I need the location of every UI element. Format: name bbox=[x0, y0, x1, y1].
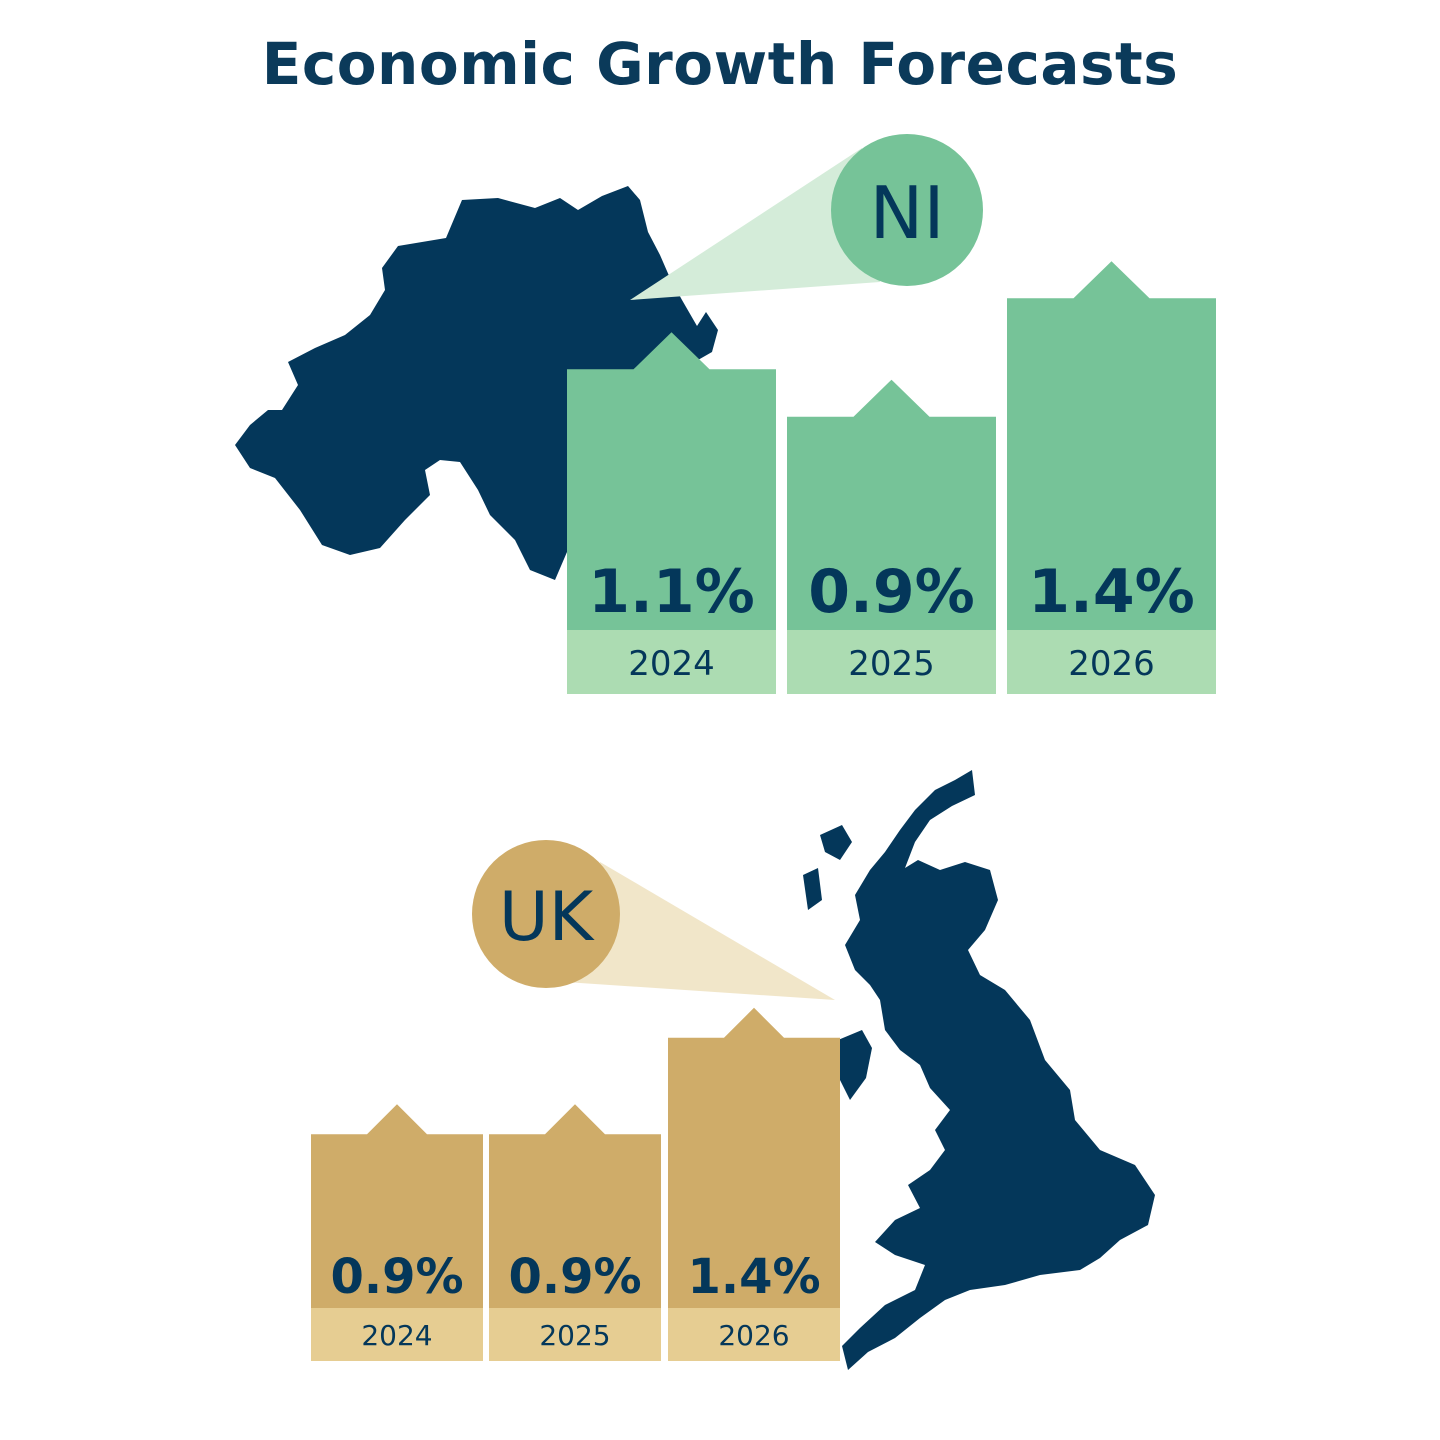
uk-year-label-2026: 2026 bbox=[718, 1319, 789, 1352]
ni-value-label-2025: 0.9% bbox=[808, 557, 974, 627]
ni-year-label-2026: 2026 bbox=[1068, 644, 1155, 684]
uk-ni-fragment bbox=[838, 1030, 872, 1100]
uk-island-west bbox=[803, 825, 852, 910]
uk-value-label-2025: 0.9% bbox=[508, 1249, 641, 1305]
ni-badge-label: NI bbox=[869, 171, 944, 255]
ni-bar-2025 bbox=[787, 379, 996, 630]
uk-badge bbox=[472, 840, 620, 988]
ni-bar-2024 bbox=[567, 332, 776, 630]
ni-value-label-2024: 1.1% bbox=[588, 557, 754, 627]
ni-year-strip-2024 bbox=[567, 630, 776, 694]
uk-badge-label: UK bbox=[499, 878, 596, 957]
uk-bar-2025 bbox=[489, 1104, 661, 1308]
ni-bar-2026 bbox=[1007, 261, 1216, 630]
uk-bar-chart: 0.9% 2024 0.9% 2025 1.4% 2026 bbox=[311, 1007, 840, 1361]
ni-year-strip-2026 bbox=[1007, 630, 1216, 694]
ni-value-label-2026: 1.4% bbox=[1028, 557, 1194, 627]
uk-year-strip-2026 bbox=[668, 1308, 840, 1361]
uk-callout-cone bbox=[565, 862, 835, 1000]
ni-bar-chart: 1.1% 2024 0.9% 2025 1.4% 2026 bbox=[567, 261, 1216, 694]
uk-year-label-2025: 2025 bbox=[539, 1319, 610, 1352]
uk-map-shape bbox=[842, 770, 1155, 1370]
uk-year-strip-2025 bbox=[489, 1308, 661, 1361]
uk-value-label-2026: 1.4% bbox=[687, 1249, 820, 1305]
uk-bar-2024 bbox=[311, 1104, 483, 1308]
uk-year-label-2024: 2024 bbox=[361, 1319, 432, 1352]
uk-year-strip-2024 bbox=[311, 1308, 483, 1361]
ni-year-label-2025: 2025 bbox=[848, 644, 935, 684]
ni-badge bbox=[831, 134, 983, 286]
page-title: Economic Growth Forecasts bbox=[261, 30, 1179, 98]
uk-bar-2026 bbox=[668, 1007, 840, 1308]
ni-year-strip-2025 bbox=[787, 630, 996, 694]
ni-callout-cone bbox=[630, 148, 880, 300]
ni-year-label-2024: 2024 bbox=[628, 644, 715, 684]
uk-value-label-2024: 0.9% bbox=[330, 1249, 463, 1305]
